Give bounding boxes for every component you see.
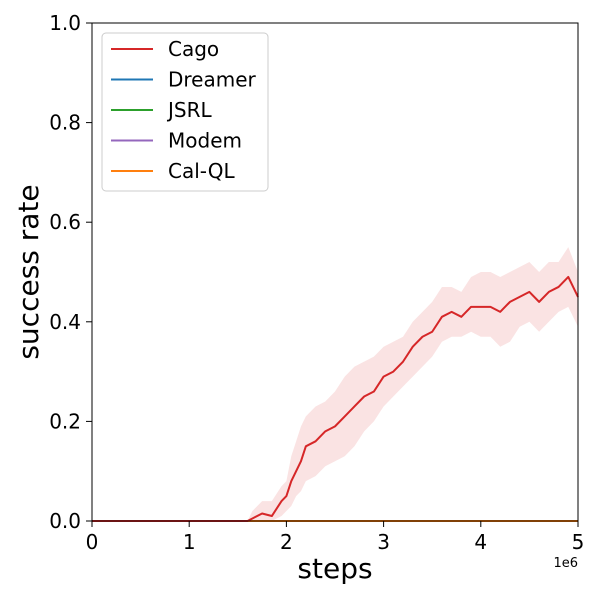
y-tick-label: 1.0 bbox=[49, 11, 81, 35]
y-tick-label: 0.4 bbox=[49, 310, 81, 334]
x-tick-label: 5 bbox=[572, 530, 585, 554]
line-cago bbox=[92, 275, 579, 522]
legend-label-cal-ql: Cal-QL bbox=[168, 159, 235, 183]
legend: Cago Dreamer JSRL Modem Cal-QL bbox=[101, 32, 269, 192]
y-axis-ticks: 0.0 0.2 0.4 0.6 0.8 1.0 bbox=[49, 11, 92, 533]
x-axis-ticks: 0 1 2 3 4 5 bbox=[86, 521, 585, 554]
confidence-bands bbox=[92, 247, 578, 521]
x-tick-label: 0 bbox=[86, 530, 99, 554]
legend-label-cago: Cago bbox=[168, 37, 219, 61]
plot-frame bbox=[91, 22, 579, 522]
band-cago bbox=[92, 247, 578, 521]
x-axis-offset-label: 1e6 bbox=[553, 556, 578, 571]
y-tick-label: 0.8 bbox=[49, 111, 81, 135]
legend-frame bbox=[101, 32, 269, 192]
x-tick-label: 2 bbox=[280, 530, 293, 554]
x-tick-label: 1 bbox=[183, 530, 196, 554]
legend-label-dreamer: Dreamer bbox=[168, 68, 257, 92]
x-axis-title: steps bbox=[297, 552, 372, 585]
y-tick-label: 0.6 bbox=[49, 210, 81, 234]
y-tick-label: 0.2 bbox=[49, 409, 81, 433]
plot-area bbox=[92, 247, 579, 522]
y-tick-label: 0.0 bbox=[49, 509, 81, 533]
x-tick-label: 4 bbox=[474, 530, 487, 554]
legend-label-jsrl: JSRL bbox=[166, 98, 212, 122]
legend-label-modem: Modem bbox=[168, 129, 242, 153]
y-axis-title: success rate bbox=[12, 184, 45, 359]
x-tick-label: 3 bbox=[377, 530, 390, 554]
